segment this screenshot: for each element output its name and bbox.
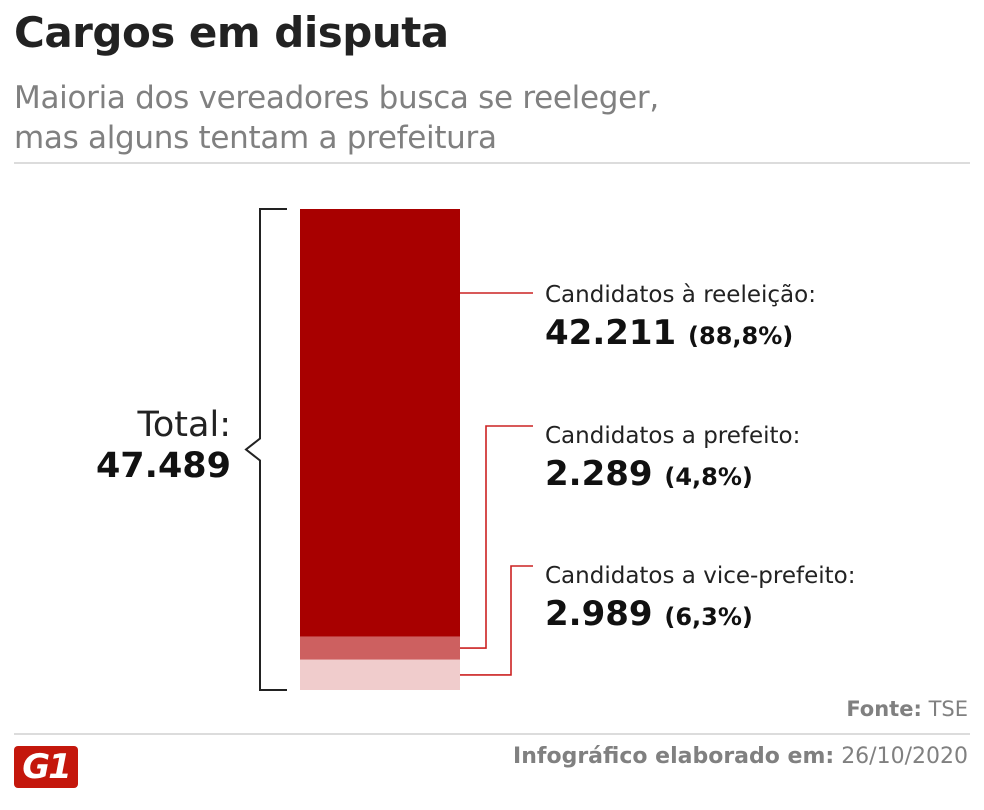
credit-note: Infográfico elaborado em: 26/10/2020 xyxy=(513,744,968,769)
segment-count-2: 2.289 xyxy=(545,454,664,494)
segment-pct-2: (4,8%) xyxy=(664,463,753,491)
bar-segment-2 xyxy=(300,636,460,660)
leader-line-3 xyxy=(460,565,533,676)
header-divider xyxy=(14,162,970,164)
footer-divider xyxy=(14,733,970,735)
total-value: 47.489 xyxy=(96,446,231,486)
segment-label-2: Candidatos a prefeito: xyxy=(545,423,800,449)
segment-label-1: Candidatos à reeleição: xyxy=(545,282,816,308)
segment-count-1: 42.211 xyxy=(545,313,688,353)
segment-pct-3: (6,3%) xyxy=(664,603,753,631)
source-note: Fonte: TSE xyxy=(846,697,968,721)
bracket-path xyxy=(244,208,287,691)
total-label: Total: xyxy=(136,405,231,445)
segment-label-3: Candidatos a vice-prefeito: xyxy=(545,563,855,589)
chart-title: Cargos em disputa xyxy=(14,8,449,57)
subtitle-line-1: Maioria dos vereadores busca se reeleger… xyxy=(14,80,659,116)
g1-logo: G1 xyxy=(14,746,78,788)
segment-value-1: 42.211 (88,8%) xyxy=(545,313,793,353)
bar-segment-1 xyxy=(300,209,460,637)
chart-subtitle: Maioria dos vereadores busca se reeleger… xyxy=(14,78,974,158)
credit-date: 26/10/2020 xyxy=(841,744,968,769)
total-bracket xyxy=(244,208,287,691)
segment-count-3: 2.989 xyxy=(545,594,664,634)
segment-value-2: 2.289 (4,8%) xyxy=(545,454,753,494)
segment-value-3: 2.989 (6,3%) xyxy=(545,594,753,634)
source-label: Fonte: xyxy=(846,697,922,721)
subtitle-line-2: mas alguns tentam a prefeitura xyxy=(14,120,497,156)
credit-label: Infográfico elaborado em: xyxy=(513,744,835,769)
leader-line-2 xyxy=(460,425,533,649)
bar-segment-3 xyxy=(300,659,460,690)
segment-pct-1: (88,8%) xyxy=(688,322,793,350)
source-value: TSE xyxy=(928,697,968,721)
stacked-bar-chart: Total: 47.489 Candidatos à reeleição: 42.… xyxy=(96,208,855,691)
